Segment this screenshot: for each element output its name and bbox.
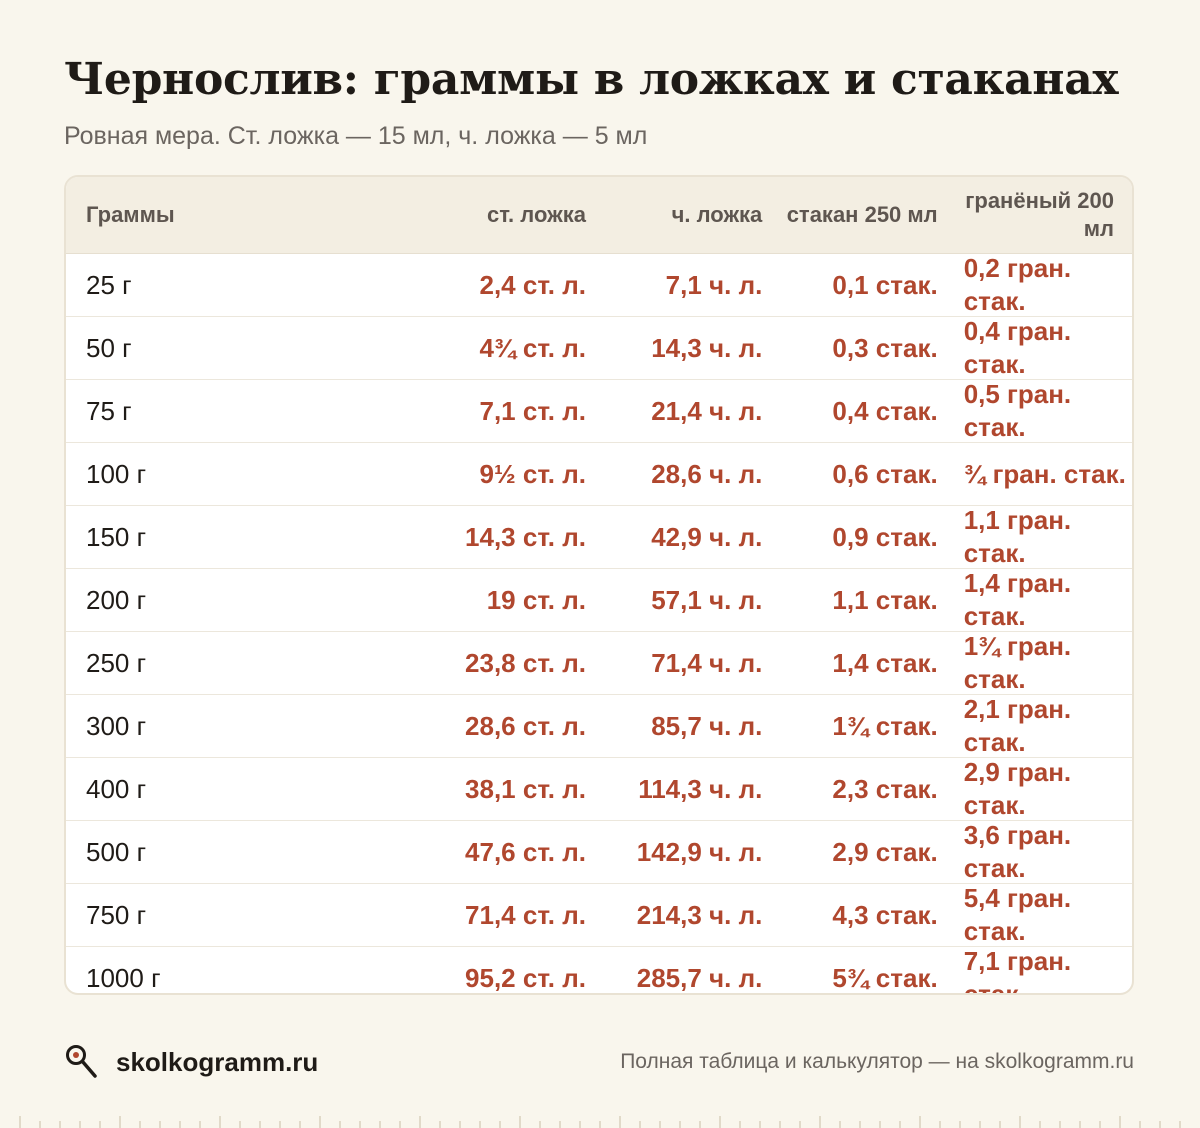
cell-cups-250: 5¾ стак.: [832, 962, 938, 993]
cell-grams: 500 г: [86, 836, 147, 867]
column-header-grams: Граммы: [86, 202, 175, 227]
ruler-decoration: [19, 1116, 1181, 1128]
table-row: 75 г 7,1 ст. л. 21,4 ч. л. 0,4 стак. 0,5 гра…: [66, 380, 1132, 443]
table-row: 25 г 2,4 ст. л. 7,1 ч. л. 0,1 стак. 0,2 гран…: [66, 254, 1132, 317]
cell-faceted-glass-200: 7,1 гран. стак.: [963, 947, 1072, 995]
brand-name: skolkogramm.ru: [116, 1046, 319, 1077]
table-row: 250 г 23,8 ст. л. 71,4 ч. л. 1,4 стак. 1¾ гр…: [66, 632, 1132, 695]
cell-grams: 250 г: [86, 647, 147, 678]
cell-cups-250: 2,3 стак.: [832, 773, 938, 804]
cell-faceted-glass-200: ¾ гран. стак.: [963, 458, 1126, 489]
cell-tablespoons: 47,6 ст. л.: [465, 836, 586, 867]
cell-cups-250: 4,3 стак.: [832, 899, 938, 930]
column-header-teaspoon: ч. ложка: [671, 202, 763, 227]
cell-faceted-glass-200: 1,1 гран. стак.: [963, 506, 1072, 568]
cell-grams: 50 г: [86, 332, 132, 363]
page-subtitle: Ровная мера. Ст. ложка — 15 мл, ч. ложка…: [64, 122, 648, 150]
cell-tablespoons: 23,8 ст. л.: [465, 647, 586, 678]
magnifier-icon: [64, 1042, 100, 1082]
cell-tablespoons: 38,1 ст. л.: [465, 773, 586, 804]
cell-teaspoons: 114,3 ч. л.: [638, 773, 763, 804]
table-row: 750 г 71,4 ст. л. 214,3 ч. л. 4,3 стак. 5,4 …: [66, 884, 1132, 947]
cell-faceted-glass-200: 0,5 гран. стак.: [963, 380, 1072, 442]
cell-tablespoons: 71,4 ст. л.: [465, 899, 586, 930]
cell-teaspoons: 28,6 ч. л.: [651, 458, 763, 489]
table-row: 1000 г 95,2 ст. л. 285,7 ч. л. 5¾ стак. 7,1 …: [66, 947, 1132, 995]
cell-cups-250: 1¾ стак.: [832, 710, 938, 741]
cell-teaspoons: 85,7 ч. л.: [651, 710, 763, 741]
column-header-faceted-glass-200: гранёный 200 мл: [965, 188, 1114, 241]
cell-tablespoons: 14,3 ст. л.: [465, 521, 586, 552]
cell-faceted-glass-200: 0,2 гран. стак.: [963, 254, 1072, 316]
cell-tablespoons: 28,6 ст. л.: [465, 710, 586, 741]
cell-teaspoons: 142,9 ч. л.: [636, 836, 763, 867]
cell-teaspoons: 42,9 ч. л.: [651, 521, 763, 552]
cell-teaspoons: 71,4 ч. л.: [651, 647, 763, 678]
cell-faceted-glass-200: 3,6 гран. стак.: [963, 821, 1072, 883]
brand[interactable]: skolkogramm.ru: [64, 1040, 318, 1084]
table-header-row: Граммы ст. ложка ч. ложка стакан 250 мл …: [66, 177, 1132, 254]
table-row: 300 г 28,6 ст. л. 85,7 ч. л. 1¾ стак. 2,1 гр…: [66, 695, 1132, 758]
table-row: 50 г 4¾ ст. л. 14,3 ч. л. 0,3 стак. 0,4 гран…: [66, 317, 1132, 380]
cell-teaspoons: 14,3 ч. л.: [651, 332, 763, 363]
cell-cups-250: 1,4 стак.: [832, 647, 938, 678]
cell-grams: 200 г: [86, 584, 147, 615]
cell-faceted-glass-200: 2,1 гран. стак.: [963, 695, 1072, 757]
cell-teaspoons: 57,1 ч. л.: [651, 584, 763, 615]
cell-grams: 400 г: [86, 773, 147, 804]
cell-tablespoons: 19 ст. л.: [486, 584, 586, 615]
cell-cups-250: 2,9 стак.: [832, 836, 938, 867]
cell-cups-250: 0,6 стак.: [832, 458, 938, 489]
cell-tablespoons: 4¾ ст. л.: [479, 332, 586, 363]
footer-note: Полная таблица и калькулятор — на skolko…: [620, 1050, 1134, 1073]
cell-teaspoons: 285,7 ч. л.: [636, 962, 763, 993]
cell-tablespoons: 2,4 ст. л.: [479, 269, 586, 300]
table-row: 500 г 47,6 ст. л. 142,9 ч. л. 2,9 стак. 3,6 …: [66, 821, 1132, 884]
cell-tablespoons: 7,1 ст. л.: [479, 395, 586, 426]
table-body: 25 г 2,4 ст. л. 7,1 ч. л. 0,1 стак. 0,2 гран…: [66, 254, 1132, 995]
cell-faceted-glass-200: 2,9 гран. стак.: [963, 758, 1072, 820]
table-row: 100 г 9½ ст. л. 28,6 ч. л. 0,6 стак. ¾ гран.…: [66, 443, 1132, 506]
page-title: Чернослив: граммы в ложках и стаканах: [64, 54, 1119, 105]
cell-grams: 300 г: [86, 710, 147, 741]
table-row: 200 г 19 ст. л. 57,1 ч. л. 1,1 стак. 1,4 гра…: [66, 569, 1132, 632]
table-row: 150 г 14,3 ст. л. 42,9 ч. л. 0,9 стак. 1,1 г…: [66, 506, 1132, 569]
cell-cups-250: 0,9 стак.: [832, 521, 938, 552]
column-header-cup-250: стакан 250 мл: [786, 202, 938, 227]
cell-tablespoons: 9½ ст. л.: [479, 458, 586, 489]
cell-faceted-glass-200: 5,4 гран. стак.: [963, 884, 1072, 946]
cell-cups-250: 1,1 стак.: [832, 584, 938, 615]
cell-tablespoons: 95,2 ст. л.: [465, 962, 586, 993]
cell-teaspoons: 7,1 ч. л.: [665, 269, 763, 300]
cell-cups-250: 0,3 стак.: [832, 332, 938, 363]
cell-faceted-glass-200: 1,4 гран. стак.: [963, 569, 1072, 631]
cell-faceted-glass-200: 0,4 гран. стак.: [963, 317, 1072, 379]
column-header-tablespoon: ст. ложка: [486, 202, 586, 227]
table-row: 400 г 38,1 ст. л. 114,3 ч. л. 2,3 стак. 2,9 …: [66, 758, 1132, 821]
cell-cups-250: 0,1 стак.: [832, 269, 938, 300]
cell-grams: 150 г: [86, 521, 147, 552]
cell-grams: 25 г: [86, 269, 132, 300]
cell-grams: 750 г: [86, 899, 147, 930]
cell-cups-250: 0,4 стак.: [832, 395, 938, 426]
cell-grams: 75 г: [86, 395, 132, 426]
cell-grams: 1000 г: [86, 962, 161, 993]
cell-teaspoons: 214,3 ч. л.: [636, 899, 763, 930]
cell-faceted-glass-200: 1¾ гран. стак.: [963, 632, 1072, 694]
cell-teaspoons: 21,4 ч. л.: [651, 395, 763, 426]
conversion-table: Граммы ст. ложка ч. ложка стакан 250 мл …: [64, 175, 1134, 995]
cell-grams: 100 г: [86, 458, 147, 489]
